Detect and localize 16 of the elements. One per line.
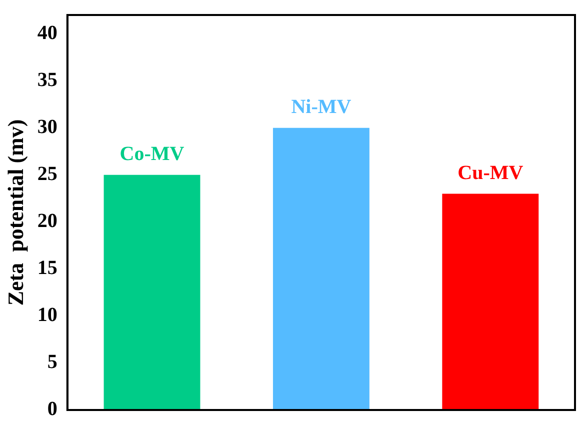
y-tick-label: 30 [37,116,58,138]
y-tick-label: 25 [37,163,58,186]
y-tick-label: 5 [47,351,58,374]
y-tick-label: 20 [37,210,58,232]
x-tick-label: Cu-MV [458,162,524,184]
y-tick-label: 15 [37,257,58,280]
bar [272,128,370,410]
y-tick-label: 40 [37,22,58,44]
y-tick-label: 0 [47,398,58,420]
y-axis-title: Zeta potential (mv) [2,119,28,306]
y-tick-label: 10 [37,304,58,326]
x-tick-label: Co-MV [120,143,185,166]
bar [104,174,200,410]
y-tick-label: 35 [37,69,58,92]
bar [442,194,539,410]
x-tick-label: Ni-MV [291,96,352,118]
